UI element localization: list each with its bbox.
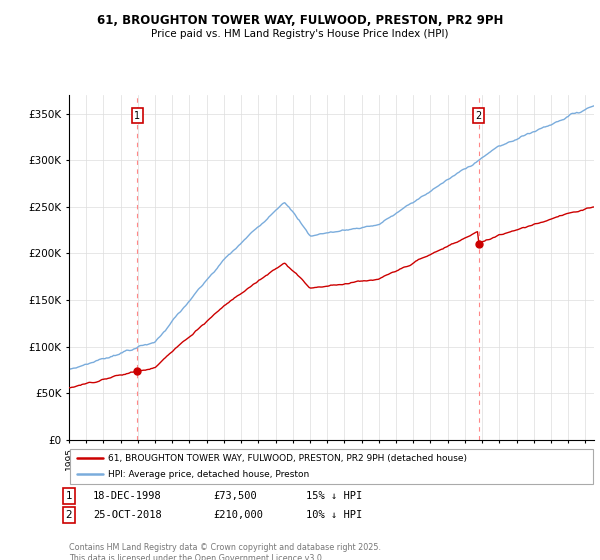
Text: 1: 1 (65, 491, 73, 501)
Text: 10% ↓ HPI: 10% ↓ HPI (306, 510, 362, 520)
Text: 61, BROUGHTON TOWER WAY, FULWOOD, PRESTON, PR2 9PH: 61, BROUGHTON TOWER WAY, FULWOOD, PRESTO… (97, 14, 503, 27)
Text: Price paid vs. HM Land Registry's House Price Index (HPI): Price paid vs. HM Land Registry's House … (151, 29, 449, 39)
Text: £73,500: £73,500 (213, 491, 257, 501)
Text: £210,000: £210,000 (213, 510, 263, 520)
Text: 61, BROUGHTON TOWER WAY, FULWOOD, PRESTON, PR2 9PH (detached house): 61, BROUGHTON TOWER WAY, FULWOOD, PRESTO… (109, 454, 467, 463)
Text: Contains HM Land Registry data © Crown copyright and database right 2025.
This d: Contains HM Land Registry data © Crown c… (69, 543, 381, 560)
Text: 15% ↓ HPI: 15% ↓ HPI (306, 491, 362, 501)
Text: 18-DEC-1998: 18-DEC-1998 (93, 491, 162, 501)
Text: HPI: Average price, detached house, Preston: HPI: Average price, detached house, Pres… (109, 470, 310, 479)
Text: 2: 2 (475, 111, 482, 120)
FancyBboxPatch shape (70, 449, 593, 484)
Text: 25-OCT-2018: 25-OCT-2018 (93, 510, 162, 520)
Text: 2: 2 (65, 510, 73, 520)
Text: 1: 1 (134, 111, 140, 120)
